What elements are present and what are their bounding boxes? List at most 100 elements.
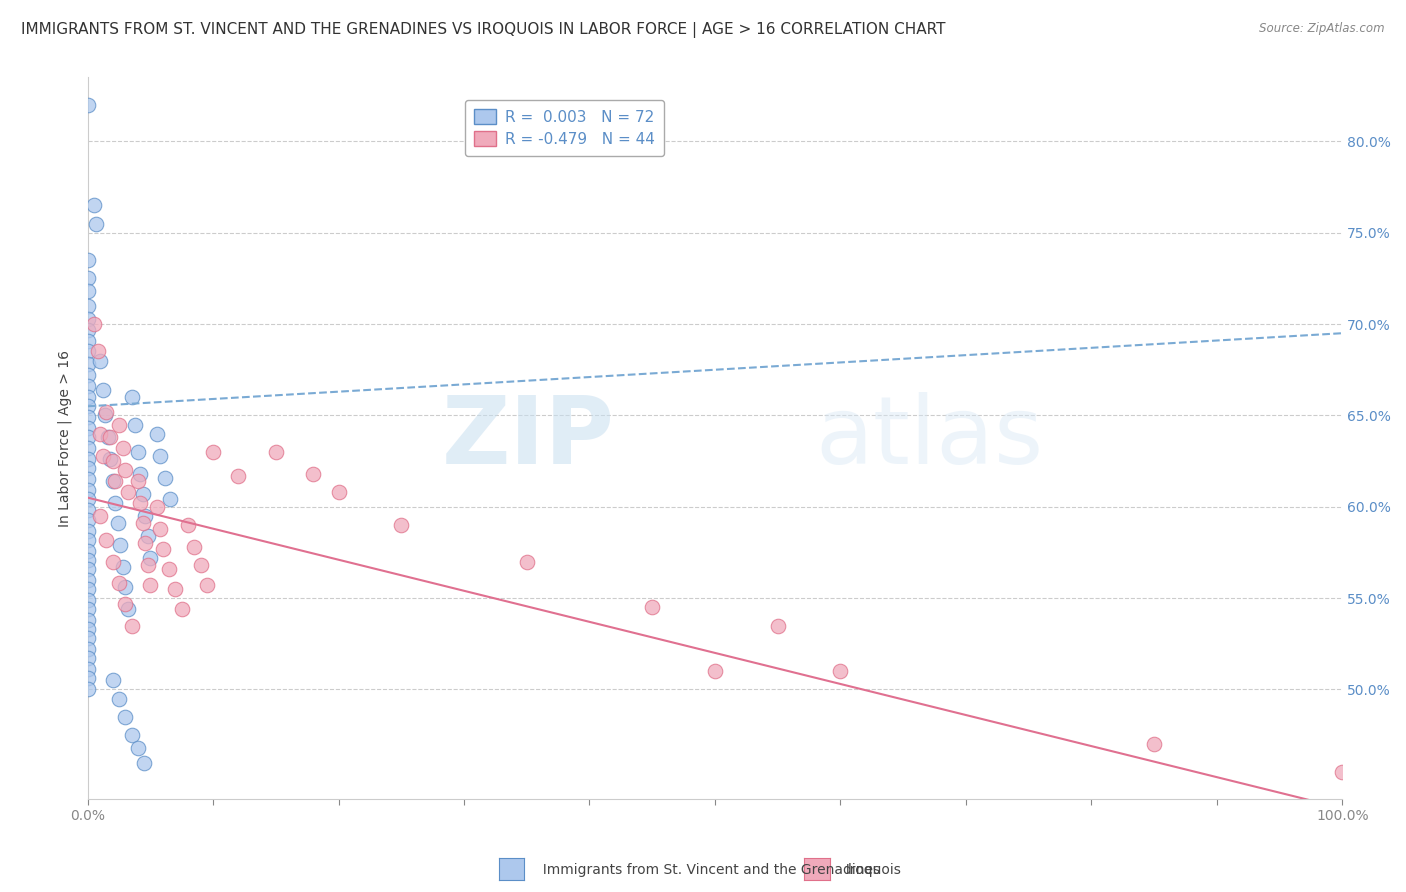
Point [152, 541, 174, 556]
Point [98, 430, 121, 444]
Point [108, 576, 131, 591]
Point [76, 582, 98, 596]
Point [139, 550, 162, 565]
Point [76, 593, 98, 607]
Point [134, 536, 156, 550]
Point [114, 463, 136, 477]
Point [83, 198, 105, 212]
Y-axis label: In Labor Force | Age > 16: In Labor Force | Age > 16 [58, 350, 72, 527]
Point [136, 558, 159, 573]
Point [114, 580, 136, 594]
Legend: R =  0.003   N = 72, R = -0.479   N = 44: R = 0.003 N = 72, R = -0.479 N = 44 [465, 100, 664, 156]
Point [127, 474, 149, 488]
Point [76, 602, 98, 616]
Point [121, 728, 143, 742]
Point [145, 426, 167, 441]
Point [76, 334, 98, 348]
Point [76, 503, 98, 517]
Point [111, 560, 134, 574]
Point [104, 474, 127, 488]
Point [76, 642, 98, 657]
Point [76, 524, 98, 538]
Point [96, 405, 118, 419]
Point [389, 518, 412, 533]
Point [76, 682, 98, 697]
Point [76, 311, 98, 326]
Point [76, 299, 98, 313]
Point [76, 253, 98, 268]
Point [226, 468, 249, 483]
Point [76, 271, 98, 285]
Point [155, 470, 177, 484]
Point [195, 578, 218, 592]
Point [76, 622, 98, 636]
Point [165, 582, 187, 596]
Text: atlas: atlas [815, 392, 1043, 484]
Point [104, 496, 127, 510]
Point [132, 756, 155, 770]
Point [1331, 764, 1354, 779]
Point [76, 492, 98, 507]
Point [76, 430, 98, 444]
Point [76, 662, 98, 676]
Point [641, 600, 664, 615]
Point [136, 529, 159, 543]
Point [149, 522, 172, 536]
Point [1143, 737, 1166, 751]
Point [76, 344, 98, 359]
Point [124, 417, 146, 432]
Point [76, 98, 98, 112]
Point [76, 442, 98, 456]
Point [76, 399, 98, 413]
Point [76, 632, 98, 646]
Point [89, 426, 111, 441]
Point [101, 555, 124, 569]
Point [766, 618, 789, 632]
Point [76, 410, 98, 425]
Point [76, 533, 98, 547]
Point [114, 710, 136, 724]
Point [86, 344, 108, 359]
Point [129, 496, 152, 510]
Point [76, 421, 98, 435]
Point [101, 474, 124, 488]
Text: ZIP: ZIP [441, 392, 614, 484]
Point [76, 573, 98, 587]
Point [264, 445, 287, 459]
Point [117, 602, 139, 616]
Point [110, 538, 132, 552]
Point [127, 740, 149, 755]
Point [76, 472, 98, 486]
Point [159, 492, 181, 507]
Point [134, 508, 156, 523]
Point [132, 516, 155, 531]
Point [302, 467, 325, 481]
Point [108, 417, 131, 432]
Point [76, 543, 98, 558]
Point [139, 578, 162, 592]
Point [117, 485, 139, 500]
Point [76, 553, 98, 567]
Point [97, 430, 120, 444]
Point [76, 357, 98, 371]
Point [96, 533, 118, 547]
Point [101, 673, 124, 688]
Point [94, 409, 117, 423]
Point [89, 508, 111, 523]
Point [76, 461, 98, 475]
Point [76, 368, 98, 383]
Point [121, 390, 143, 404]
Point [91, 449, 114, 463]
Point [76, 483, 98, 498]
Point [108, 691, 131, 706]
Point [76, 672, 98, 686]
Point [91, 383, 114, 397]
Point [121, 618, 143, 632]
Text: Iroquois: Iroquois [837, 863, 900, 877]
Point [76, 322, 98, 336]
Point [183, 540, 205, 554]
Point [107, 516, 129, 531]
Point [129, 467, 152, 481]
Point [76, 562, 98, 576]
Point [76, 512, 98, 526]
